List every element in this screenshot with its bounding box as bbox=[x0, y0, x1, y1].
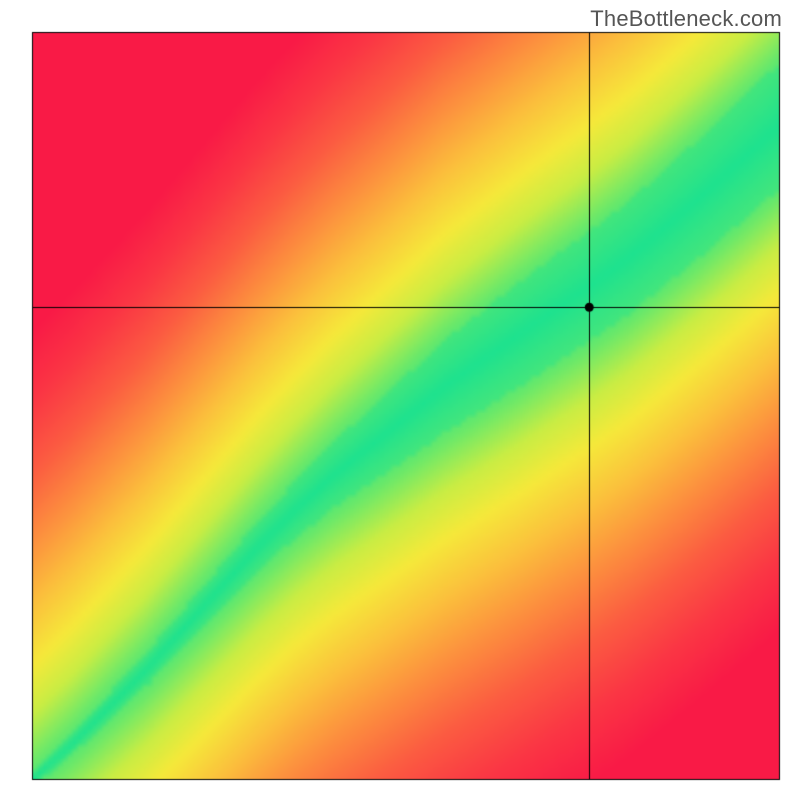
chart-container: TheBottleneck.com bbox=[0, 0, 800, 800]
watermark-text: TheBottleneck.com bbox=[590, 6, 782, 32]
bottleneck-heatmap bbox=[0, 0, 800, 800]
